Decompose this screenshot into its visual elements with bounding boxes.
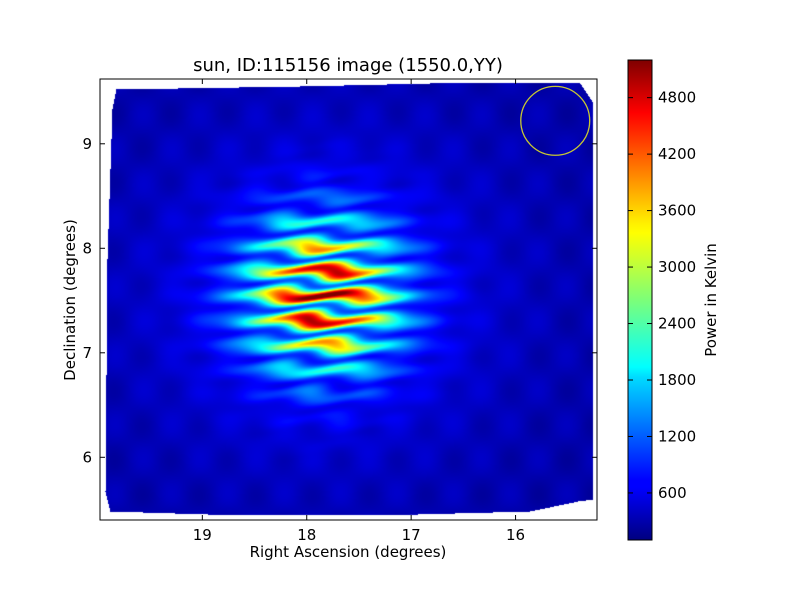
x-tick-label: 18 [297,526,316,544]
colorbar-tick-label: 3600 [658,202,696,220]
x-axis-label: Right Ascension (degrees) [250,543,447,561]
heatmap-image [100,79,597,520]
colorbar-tick-label: 4800 [658,89,696,107]
y-tick-label: 7 [82,344,92,362]
colorbar: 600 1200 1800 2400 3000 3600 4200 4800 Power in… [627,59,720,541]
colorbar-tick-label: 2400 [658,315,696,333]
colorbar-tick-label: 4200 [658,145,696,163]
colorbar-tick-label: 600 [658,484,687,502]
y-tick-label: 9 [82,135,92,153]
x-tick-label: 17 [402,526,421,544]
colorbar-tick-label: 1800 [658,371,696,389]
x-axis-ticks: 19 18 17 16 [193,79,525,544]
colorbar-tick-label: 1200 [658,427,696,445]
y-tick-label: 8 [82,239,92,257]
plot-area: 19 18 17 16 6 7 8 9 [82,78,598,544]
plot-frame [99,78,598,521]
x-tick-label: 16 [506,526,525,544]
colorbar-label: Power in Kelvin [702,243,720,357]
y-tick-label: 6 [82,448,92,466]
colorbar-tick-label: 3000 [658,258,696,276]
colorbar-ticks: 600 1200 1800 2400 3000 3600 4200 4800 [628,89,696,502]
x-tick-label: 19 [193,526,212,544]
colorbar-gradient [627,59,653,541]
beam-circle-marker [520,85,591,156]
chart-title: sun, ID:115156 image (1550.0,YY) [193,55,503,76]
y-axis-label: Declination (degrees) [61,219,79,381]
y-axis-ticks: 6 7 8 9 [82,135,597,466]
